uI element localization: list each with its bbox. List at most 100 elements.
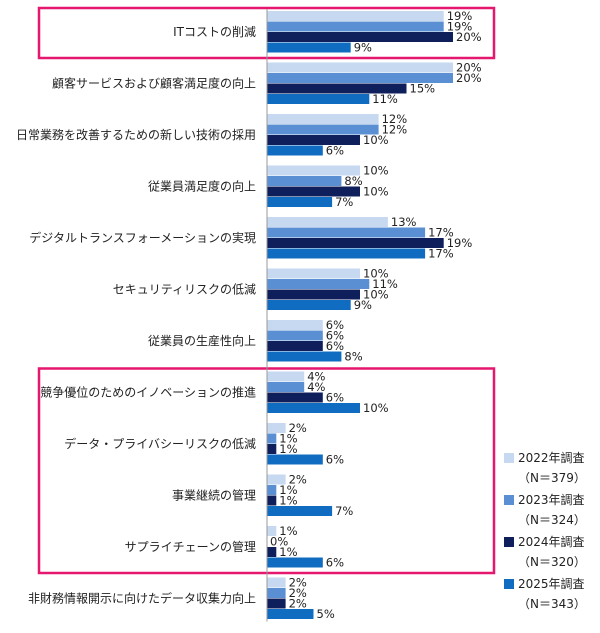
value-label: 6% <box>326 329 344 343</box>
bar-1-1 <box>267 11 444 21</box>
category-label: セキュリティリスクの低減 <box>113 282 256 297</box>
legend-swatch-4 <box>504 579 514 589</box>
value-label: 4% <box>307 370 325 384</box>
value-label: 13% <box>391 215 417 229</box>
value-label: 19% <box>447 236 473 250</box>
bar-2-5 <box>267 227 426 238</box>
bar-2-1 <box>267 21 444 32</box>
bar-1-6 <box>267 268 360 279</box>
value-label: 7% <box>335 195 353 209</box>
bar-4-1 <box>267 42 351 53</box>
bar-4-5 <box>267 248 426 259</box>
value-label: 9% <box>354 41 372 55</box>
bar-2-4 <box>267 176 342 186</box>
bar-4-10 <box>267 506 333 516</box>
value-label: 10% <box>363 288 389 302</box>
value-label: 17% <box>428 247 454 261</box>
category-label: 非財務情報開示に向けたデータ収集力向上 <box>28 591 256 606</box>
value-label: 0% <box>270 535 288 549</box>
bar-3-1 <box>267 32 453 42</box>
bar-4-6 <box>267 300 351 310</box>
bar-1-4 <box>267 165 360 176</box>
value-label: 12% <box>382 123 408 137</box>
bar-2-7 <box>267 330 323 341</box>
bar-3-10 <box>267 495 277 506</box>
value-label: 2% <box>289 576 307 590</box>
value-label: 6% <box>326 318 344 332</box>
legend-n-4: （N＝343） <box>518 597 586 611</box>
bar-4-12 <box>267 609 314 619</box>
category-label: 事業継続の管理 <box>172 488 256 503</box>
value-label: 4% <box>307 380 325 394</box>
value-label: 10% <box>363 164 389 178</box>
value-label: 1% <box>279 483 297 497</box>
value-label: 12% <box>382 112 408 126</box>
value-label: 7% <box>335 504 353 518</box>
value-label: 10% <box>363 267 389 281</box>
value-label: 9% <box>354 298 372 312</box>
bar-1-10 <box>267 474 286 485</box>
value-label: 11% <box>372 92 398 106</box>
bar-1-8 <box>267 371 305 382</box>
bar-4-8 <box>267 403 360 413</box>
value-label: 2% <box>289 597 307 611</box>
value-label: 10% <box>363 401 389 415</box>
value-label: 6% <box>326 391 344 405</box>
bar-4-11 <box>267 557 323 568</box>
bar-1-9 <box>267 423 286 433</box>
bar-4-7 <box>267 351 342 362</box>
value-label: 1% <box>279 494 297 508</box>
bar-4-2 <box>267 94 370 104</box>
category-label: 顧客サービスおよび顧客満足度の向上 <box>52 76 256 91</box>
bar-1-3 <box>267 114 379 124</box>
value-label: 1% <box>279 545 297 559</box>
value-label: 11% <box>372 277 398 291</box>
value-label: 1% <box>279 524 297 538</box>
legend-swatch-2 <box>504 495 514 505</box>
category-label: 競争優位のためのイノベーションの推進 <box>40 385 256 400</box>
value-label: 10% <box>363 185 389 199</box>
bar-3-5 <box>267 238 444 248</box>
value-label: 8% <box>344 350 362 364</box>
category-label: 従業員の生産性向上 <box>148 333 256 348</box>
legend-n-1: （N＝379） <box>518 471 586 485</box>
legend-label-4: 2025年調査 <box>518 577 585 591</box>
value-label: 2% <box>289 586 307 600</box>
legend-label-2: 2023年調査 <box>518 493 585 507</box>
bar-2-8 <box>267 382 305 392</box>
category-label: ITコストの削減 <box>173 24 256 39</box>
legend-label-1: 2022年調査 <box>518 451 585 465</box>
bar-3-12 <box>267 598 286 609</box>
value-label: 6% <box>326 556 344 570</box>
bar-3-9 <box>267 444 277 454</box>
category-label: 従業員満足度の向上 <box>148 179 256 194</box>
bar-2-12 <box>267 588 286 598</box>
value-label: 1% <box>279 432 297 446</box>
legend-label-3: 2024年調査 <box>518 535 585 549</box>
bar-2-2 <box>267 73 453 83</box>
value-label: 6% <box>326 453 344 467</box>
bar-4-9 <box>267 454 323 465</box>
bar-2-9 <box>267 433 277 444</box>
value-label: 2% <box>289 421 307 435</box>
value-label: 5% <box>317 607 335 621</box>
value-label: 15% <box>410 82 436 96</box>
value-label: 10% <box>363 133 389 147</box>
legend-n-2: （N＝324） <box>518 513 586 527</box>
bar-4-3 <box>267 145 323 156</box>
bar-1-5 <box>267 217 388 227</box>
bar-3-3 <box>267 135 360 145</box>
bar-1-12 <box>267 577 286 588</box>
bar-2-3 <box>267 124 379 135</box>
value-label: 2% <box>289 473 307 487</box>
value-label: 20% <box>456 61 482 75</box>
legend-swatch-3 <box>504 537 514 547</box>
value-label: 6% <box>326 339 344 353</box>
value-label: 20% <box>456 71 482 85</box>
value-label: 19% <box>447 20 473 34</box>
category-label: デジタルトランスフォーメーションの実現 <box>29 230 256 245</box>
value-label: 6% <box>326 144 344 158</box>
bar-3-7 <box>267 341 323 351</box>
bar-3-2 <box>267 83 407 94</box>
